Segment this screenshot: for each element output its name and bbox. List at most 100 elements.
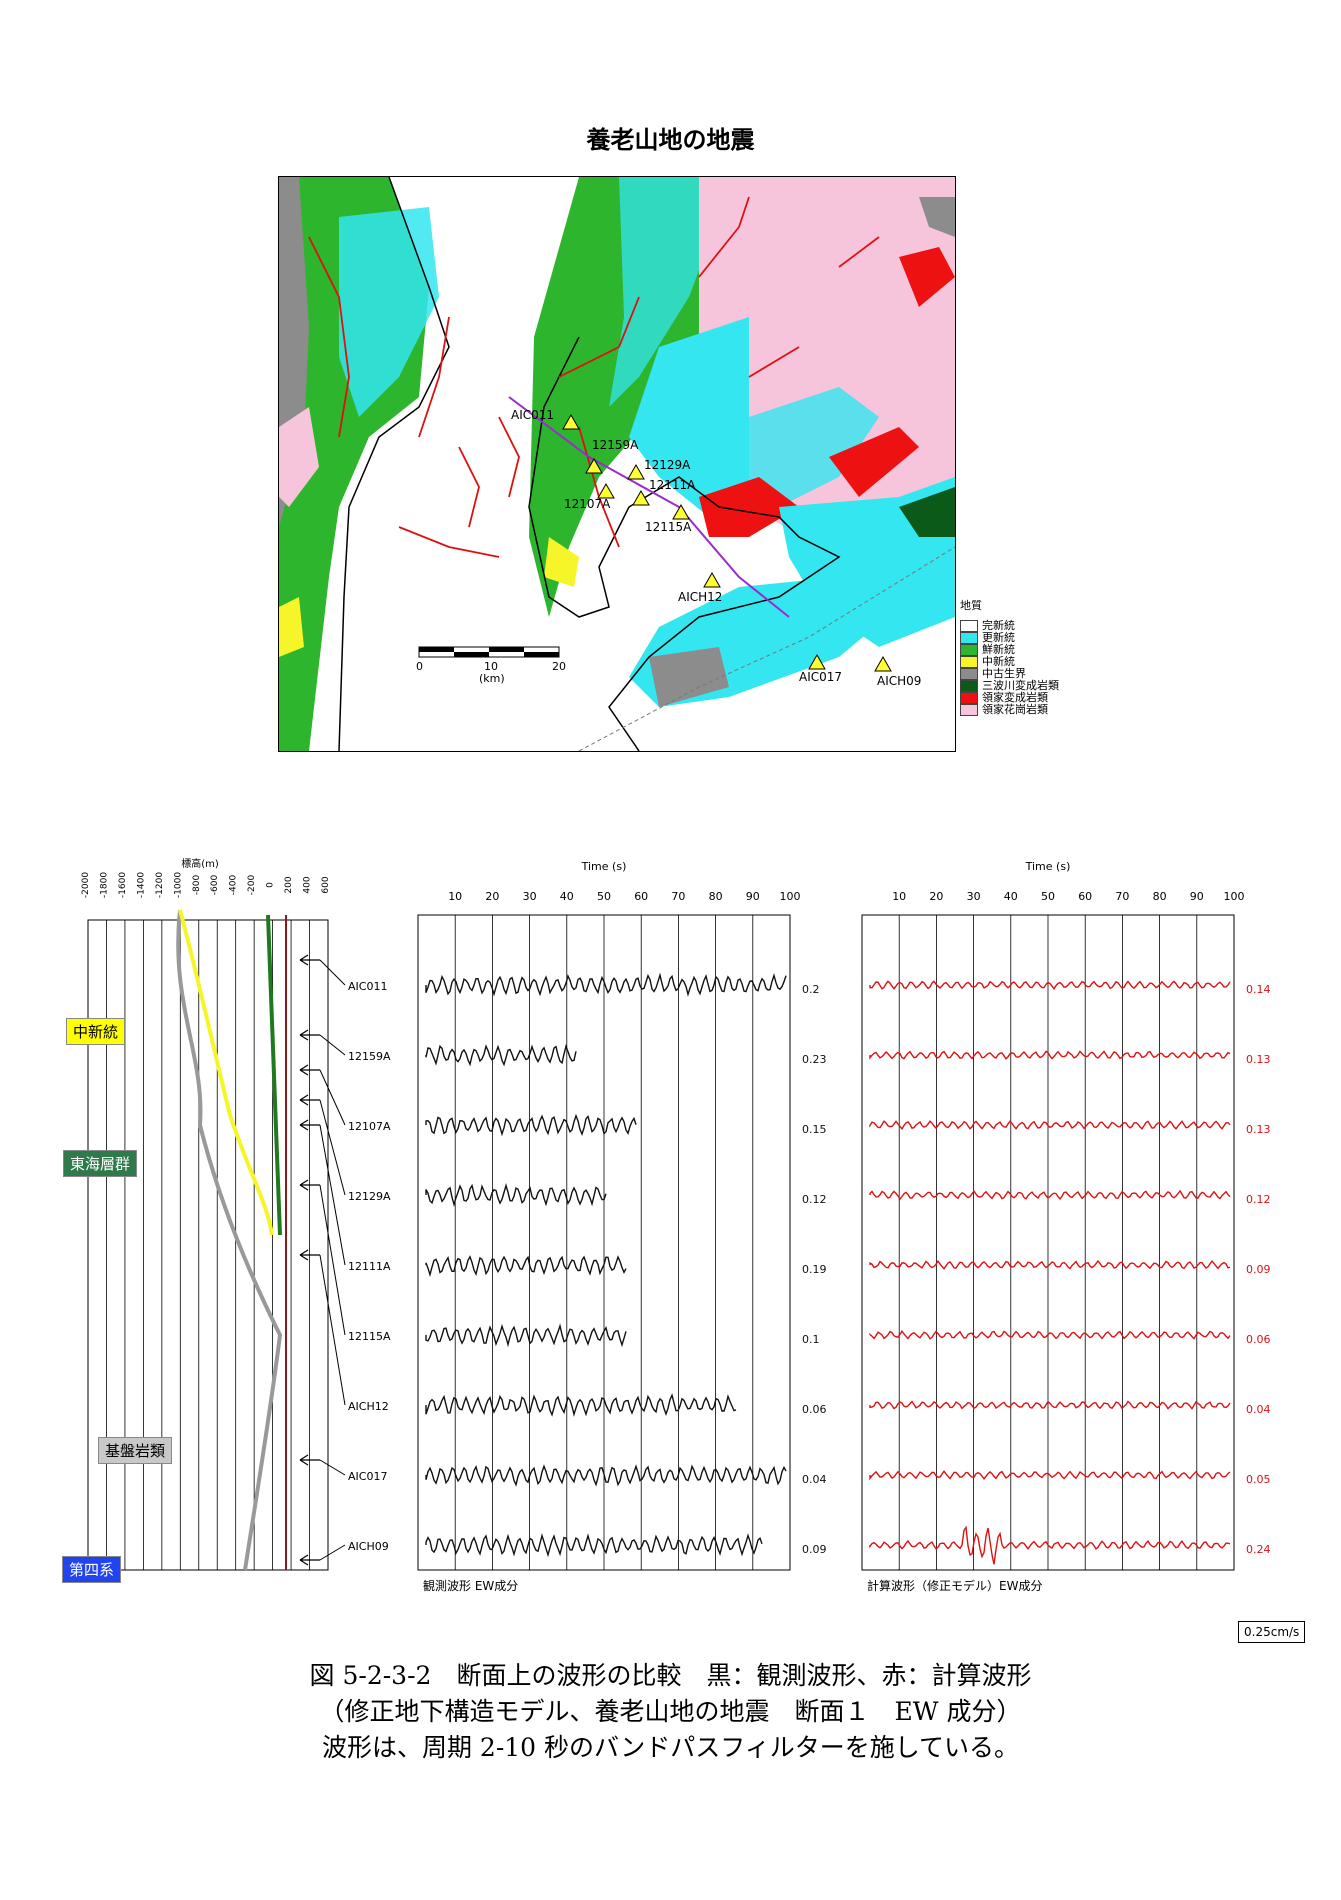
waveform-trace <box>869 1050 1231 1060</box>
waveform-trace <box>869 1329 1231 1340</box>
station-label: AIC017 <box>799 670 842 684</box>
scale-tick-0: 0 <box>416 660 423 673</box>
station-label: 12129A <box>644 458 691 472</box>
waveform-trace <box>869 1400 1231 1410</box>
section-line <box>508 396 790 618</box>
station-arrow <box>319 1184 346 1336</box>
time-tick-label: 40 <box>560 890 574 903</box>
waveform-trace <box>425 1182 607 1208</box>
station-row-label: 12115A <box>348 1330 391 1343</box>
station-arrow <box>319 1459 346 1476</box>
station-row-label: AIC017 <box>348 1470 387 1483</box>
scale-unit: (km) <box>479 672 505 685</box>
peak-amplitude-value: 0.12 <box>1246 1193 1271 1206</box>
station-arrow-head <box>299 1094 320 1106</box>
legend-label: 領家変成岩類 <box>982 691 1048 704</box>
map-region-ryoke-metamorphic <box>699 477 799 537</box>
elevation-tick-label: 0 <box>266 882 276 888</box>
caption-line-3: 波形は、周期 2-10 秒のバンドパスフィルターを施している。 <box>321 1733 1020 1762</box>
station-arrow-head <box>299 1064 320 1076</box>
time-tick-label: 100 <box>1224 890 1245 903</box>
basement-profile <box>176 909 283 1571</box>
legend-swatch <box>960 656 978 668</box>
legend-item: 中新統 <box>960 656 1059 668</box>
station-arrow <box>319 1099 346 1196</box>
peak-amplitude-value: 0.1 <box>802 1333 820 1346</box>
map-region-pleistocene <box>339 207 439 417</box>
time-tick-label: 60 <box>634 890 648 903</box>
elevation-axis-title: 標高(m) <box>181 857 219 870</box>
station-row-label: 12129A <box>348 1190 391 1203</box>
time-tick-label: 10 <box>892 890 906 903</box>
legend-title: 地質 <box>960 599 982 612</box>
geology-unit-label: 第四系 <box>62 1556 122 1583</box>
waveform-trace <box>425 1043 577 1067</box>
geology-unit-label: 基盤岩類 <box>98 1437 173 1464</box>
peak-amplitude-value: 0.14 <box>1246 983 1271 996</box>
time-tick-label: 40 <box>1004 890 1018 903</box>
legend-label: 更新統 <box>982 631 1015 644</box>
peak-amplitude-value: 0.19 <box>802 1263 827 1276</box>
scale-tick-20: 20 <box>552 660 566 673</box>
station-row-label: 12159A <box>348 1050 391 1063</box>
elevation-tick-label: -600 <box>210 875 220 896</box>
station-marker <box>874 655 892 672</box>
station-row-label: AIC011 <box>348 980 387 993</box>
elevation-tick-label: -800 <box>192 875 202 896</box>
elevation-tick-label: -1200 <box>155 872 165 898</box>
legend-item: 領家変成岩類 <box>960 692 1059 704</box>
time-tick-label: 20 <box>929 890 943 903</box>
peak-amplitude-value: 0.04 <box>802 1473 827 1486</box>
panel-title: 計算波形（修正モデル）EW成分 <box>867 1578 1042 1593</box>
peak-amplitude-value: 0.24 <box>1246 1543 1271 1556</box>
legend-item: 三波川変成岩類 <box>960 680 1059 692</box>
time-tick-label: 100 <box>780 890 801 903</box>
scale-bar: 0 10 20 (km) <box>416 646 566 685</box>
waveform-trace <box>425 972 787 997</box>
waveform-trace <box>869 1189 1231 1201</box>
station-marker <box>627 463 645 480</box>
legend-swatch <box>960 632 978 644</box>
waveform-trace <box>425 1255 627 1278</box>
peak-amplitude-value: 0.13 <box>1246 1123 1271 1136</box>
legend-swatch <box>960 692 978 704</box>
legend-item: 領家花崗岩類 <box>960 704 1059 716</box>
panel-title: 観測波形 EW成分 <box>423 1579 518 1593</box>
time-tick-label: 30 <box>523 890 537 903</box>
time-tick-label: 30 <box>967 890 981 903</box>
waveform-trace <box>425 1113 637 1137</box>
station-marker <box>585 457 603 474</box>
waveform-trace <box>869 1525 1231 1565</box>
legend-item: 鮮新統 <box>960 644 1059 656</box>
time-axis-title: Time (s) <box>581 860 627 873</box>
legend-label: 完新統 <box>982 619 1015 632</box>
waveform-trace <box>425 1533 763 1558</box>
station-arrow <box>319 1069 346 1126</box>
geology-map-canvas: 0 10 20 (km) AIC011 12159A 12129A 12111A 121… <box>279 177 955 751</box>
station-marker <box>808 653 826 670</box>
legend-swatch <box>960 644 978 656</box>
peak-amplitude-value: 0.06 <box>1246 1333 1271 1346</box>
elevation-tick-label: -1000 <box>173 872 183 898</box>
peak-amplitude-value: 0.06 <box>802 1403 827 1416</box>
peak-amplitude-value: 0.09 <box>802 1543 827 1556</box>
station-arrow <box>319 959 346 986</box>
station-arrow-head <box>299 1119 320 1131</box>
caption-line-1: 図 5-2-3-2 断面上の波形の比較 黒：観測波形、赤：計算波形 <box>309 1661 1032 1690</box>
station-label: 12107A <box>564 497 611 511</box>
time-tick-label: 90 <box>1190 890 1204 903</box>
station-label: 12159A <box>592 438 639 452</box>
station-arrow <box>319 1544 346 1561</box>
legend-swatch <box>960 704 978 716</box>
computed-panel: Time (s) 10 20 30 40 50 60 70 80 90 100 0.14 0.13 0.1… <box>861 860 1271 1593</box>
geology-unit-label: 東海層群 <box>63 1150 138 1177</box>
time-axis-title: Time (s) <box>1025 860 1071 873</box>
station-label: AICH09 <box>877 674 921 688</box>
station-row-label: 12111A <box>348 1260 391 1273</box>
time-tick-label: 50 <box>1041 890 1055 903</box>
legend-label: 中古生界 <box>982 667 1026 680</box>
elevation-tick-label: -2000 <box>81 872 91 898</box>
station-row-label: 12107A <box>348 1120 391 1133</box>
station-label: 12111A <box>649 478 696 492</box>
station-arrow-head <box>299 1454 320 1466</box>
